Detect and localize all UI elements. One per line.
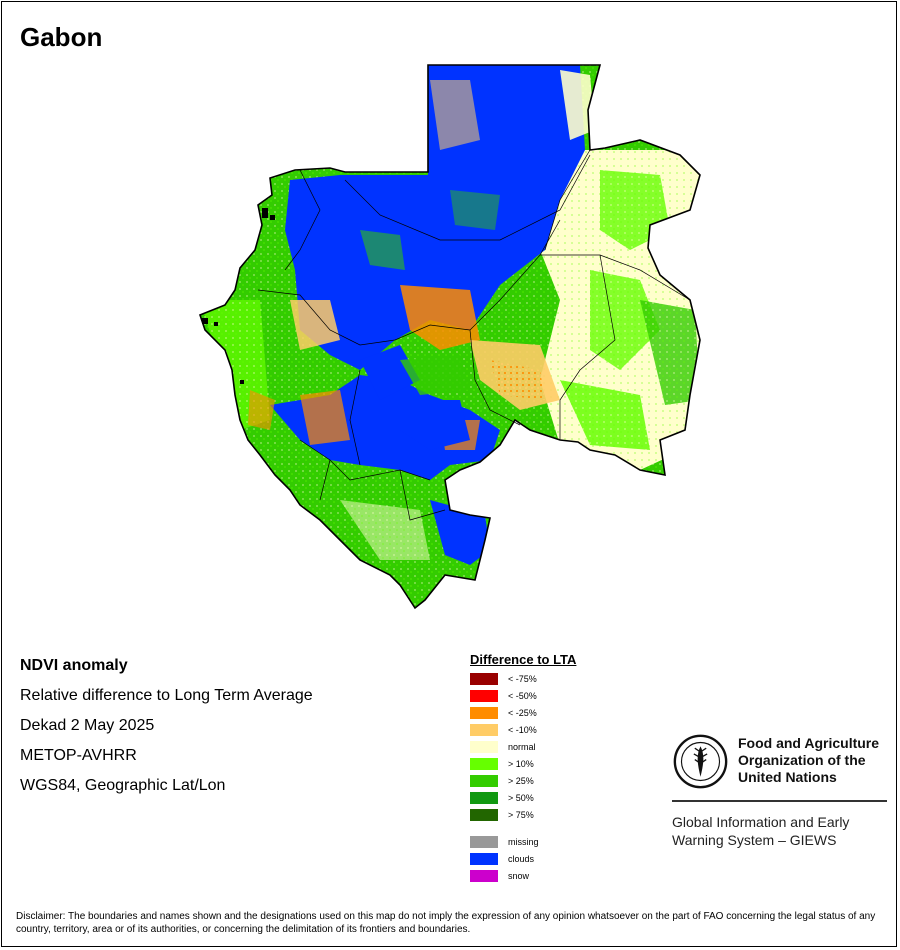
legend-label: > 75%: [508, 810, 534, 820]
fao-name-line3: United Nations: [738, 769, 837, 785]
legend-swatch: [470, 870, 498, 882]
giews-name: Global Information and Early Warning Sys…: [672, 813, 892, 849]
legend-swatch: [470, 690, 498, 702]
legend-label: > 10%: [508, 759, 534, 769]
sensor-label: METOP-AVHRR: [20, 747, 137, 764]
legend-label: < -10%: [508, 725, 537, 735]
legend-swatch: [470, 836, 498, 848]
legend-label: clouds: [508, 854, 535, 864]
fao-logo-icon: [673, 734, 728, 789]
legend-label: < -75%: [508, 674, 537, 684]
legend-swatch: [470, 775, 498, 787]
fao-name-line2: Organization of the: [738, 752, 866, 768]
legend-label: > 50%: [508, 793, 534, 803]
legend-swatch: [470, 792, 498, 804]
legend-swatch: [470, 741, 498, 753]
province-boundaries: [257, 149, 691, 521]
legend-label: < -25%: [508, 708, 537, 718]
fao-name: Food and Agriculture Organization of the…: [738, 735, 898, 786]
disclaimer: Disclaimer: The boundaries and names sho…: [16, 911, 876, 935]
product-label: NDVI anomaly: [20, 657, 128, 674]
legend-label: missing: [508, 837, 539, 847]
fao-name-line1: Food and Agriculture: [738, 735, 880, 751]
legend-label: snow: [508, 871, 530, 881]
fao-divider: [672, 800, 887, 802]
period-label: Dekad 2 May 2025: [20, 717, 155, 734]
legend-label: normal: [508, 742, 536, 752]
legend-swatch: [470, 673, 498, 685]
ndvi-raster: [200, 65, 700, 608]
coastal-islands: [202, 208, 275, 384]
legend-label: < -50%: [508, 691, 537, 701]
giews-line2: Warning System – GIEWS: [672, 832, 837, 848]
legend-swatch: [470, 809, 498, 821]
legend-swatch: [470, 707, 498, 719]
legend-label: > 25%: [508, 776, 534, 786]
projection-label: WGS84, Geographic Lat/Lon: [20, 777, 226, 794]
map-title: Gabon: [20, 22, 103, 52]
legend-swatch: [470, 758, 498, 770]
gabon-ndvi-map: [199, 64, 701, 609]
legend-swatch: [470, 853, 498, 865]
legend-swatch: [470, 724, 498, 736]
giews-line1: Global Information and Early: [672, 814, 850, 830]
legend-title: Difference to LTA: [470, 652, 577, 667]
description-label: Relative difference to Long Term Average: [20, 687, 313, 704]
